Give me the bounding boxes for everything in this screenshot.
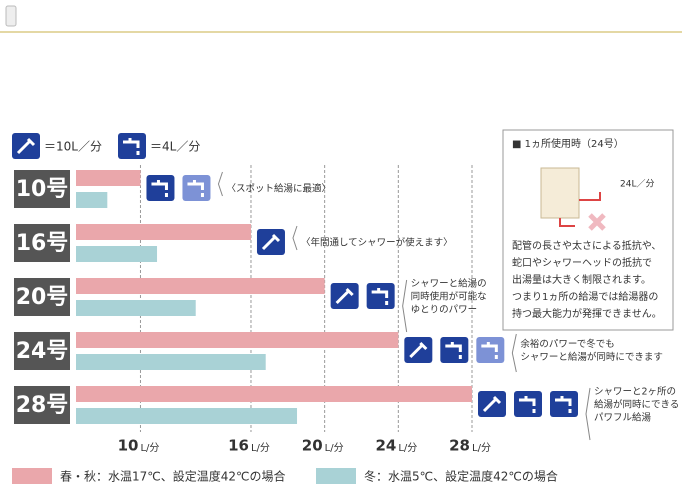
icon [514, 391, 542, 417]
bracket [402, 279, 408, 333]
icon-glyph [187, 180, 204, 197]
heater-icon [540, 167, 580, 219]
category-label: 28号 [16, 393, 69, 418]
annotation: 余裕のパワーで冬でも [520, 338, 614, 350]
bar [76, 192, 108, 208]
bar [76, 386, 472, 402]
x-tick-label: 24 [375, 437, 396, 455]
x-tick-label: 10 [118, 437, 139, 455]
icon [366, 283, 395, 309]
annotation: 同時使用が可能な [411, 291, 487, 303]
bar [76, 224, 251, 240]
icon-glyph [519, 396, 536, 413]
icon-legend: ＝10L／分 [44, 140, 102, 154]
annotation: 〈年間通してシャワーが使えます〉 [301, 237, 453, 249]
category-box [14, 278, 70, 316]
x-tick-label: 16 [228, 437, 249, 455]
bar [76, 408, 298, 424]
icon [146, 175, 175, 201]
annotation: シャワーと給湯が同時にできます [520, 351, 663, 363]
x-tick-unit: L/分 [251, 442, 270, 454]
bracket [292, 225, 298, 251]
note-line: 配管の長さや太さによる抵抗や、 [512, 239, 661, 252]
note-box [502, 129, 674, 331]
x-tick-label: 20 [302, 437, 323, 455]
bar [76, 354, 266, 370]
icon [118, 133, 146, 159]
annotation: 〈スポット給湯に最適〉 [226, 183, 331, 195]
bar [76, 332, 399, 348]
icon-glyph [16, 137, 36, 155]
legend-label: 春・秋：水温17℃、設定温度42℃の場合 [60, 469, 286, 484]
icon-glyph [409, 341, 428, 359]
annotation: シャワーと給湯の [411, 278, 487, 290]
note-line: 出湯量は大きく制限されます。 [512, 273, 651, 286]
category-box [14, 332, 70, 370]
category-box [14, 224, 70, 262]
icon-glyph [371, 288, 389, 305]
annotation: ゆとりのパワー [411, 305, 478, 316]
category-label: 24号 [16, 339, 69, 364]
icon-glyph [445, 342, 462, 359]
category-box [14, 170, 70, 208]
category-label: 20号 [16, 285, 69, 310]
icon-glyph [123, 138, 140, 155]
x-tick-unit: L/分 [398, 442, 417, 454]
x-tick-unit: L/分 [325, 442, 344, 454]
pipe [559, 192, 601, 227]
icon [440, 337, 469, 363]
bracket [511, 333, 517, 373]
category-box [14, 386, 70, 424]
x-tick-unit: L/分 [472, 442, 491, 454]
category-label: 10号 [16, 177, 69, 202]
cross [588, 213, 606, 231]
icon-glyph [481, 342, 498, 359]
x-tick-label: 28 [449, 437, 470, 455]
icon [182, 175, 211, 201]
header-icon [5, 5, 17, 27]
icon-glyph [482, 395, 502, 413]
note-line: つまり1ヵ所の給湯では給湯器の [512, 290, 658, 303]
bracket [585, 387, 591, 441]
legend-swatch [12, 468, 52, 484]
bracket [217, 171, 223, 197]
note-flow: 24L／分 [620, 179, 654, 190]
legend-label: 冬：水温5℃、設定温度42℃の場合 [364, 469, 558, 484]
icon-glyph [555, 396, 572, 413]
annotation: 給湯が同時にできる [594, 399, 679, 411]
annotation: シャワーと2ヶ所の [594, 387, 676, 398]
category-label: 16号 [16, 231, 69, 256]
bar [76, 278, 325, 294]
icon [550, 391, 578, 417]
bar [76, 300, 196, 316]
icon-glyph [261, 233, 281, 251]
note-line: 蛇口やシャワーヘッドの抵抗で [512, 256, 652, 269]
bar [76, 170, 141, 186]
icon [476, 337, 505, 363]
note-title: ■ 1ヵ所使用時（24号） [512, 137, 624, 150]
icon-glyph [335, 287, 354, 305]
legend-swatch [316, 468, 356, 484]
annotation: パワフル給湯 [594, 412, 652, 424]
x-tick-unit: L/分 [140, 442, 159, 454]
icon-glyph [151, 180, 168, 197]
icon-legend: ＝4L／分 [150, 140, 200, 154]
note-line: 持つ最大能力が発揮できません。 [512, 307, 662, 320]
bar [76, 246, 158, 262]
